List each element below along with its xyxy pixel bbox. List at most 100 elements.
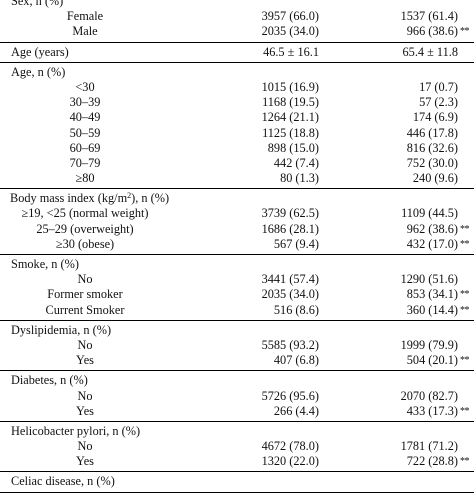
section-header-row: Age, n (%) [0, 65, 474, 80]
value-group-1: 2035 (34.0) [261, 24, 319, 39]
value-group-2: 816 (32.6) [406, 140, 458, 155]
table-row: No 3441 (57.4) 1290 (51.6) [0, 272, 474, 287]
value-group-1: 5585 (93.2) [261, 337, 319, 352]
table-row: <30 1015 (16.9) 17 (0.7) [0, 80, 474, 95]
value-group-1: 1264 (21.1) [261, 110, 319, 125]
table-row: Yes 407 (6.8) 504 (20.1) ** [0, 353, 474, 368]
table-row: No 4672 (78.0) 1781 (71.2) [0, 439, 474, 454]
row-label: 40–49 [69, 110, 101, 125]
value-group-2: 446 (17.8) [406, 125, 458, 140]
value-group-1: 1320 (22.0) [261, 454, 319, 469]
value-group-2: 1109 (44.5) [401, 206, 458, 221]
section-smoke: Smoke, n (%) No 3441 (57.4) 1290 (51.6) Form… [0, 255, 474, 321]
section-header: Dyslipidemia, n (%) [11, 323, 111, 338]
section-header-row: Celiac disease, n (%) [0, 474, 474, 489]
value-group-2: 2070 (82.7) [400, 388, 458, 403]
section-header-text: Smoke, n (%) [11, 257, 79, 271]
table-row: Male 2035 (34.0) 966 (38.6) ** [0, 24, 474, 39]
section-header-row: Helicobacter pylori, n (%) [0, 424, 474, 439]
row-label: Former smoker [47, 287, 123, 302]
row-label: No [77, 388, 93, 403]
value-group-1: 898 (15.0) [267, 140, 319, 155]
table-row: Former smoker 2035 (34.0) 853 (34.1) ** [0, 287, 474, 302]
value-group-1: 2035 (34.0) [261, 287, 319, 302]
section-header-text: Dyslipidemia, n (%) [11, 322, 112, 337]
table-row: No 5585 (93.2) 1999 (79.9) [0, 338, 474, 353]
section-header: Smoke, n (%) [11, 257, 79, 272]
row-label: Male [72, 24, 98, 39]
row-label: Yes [76, 454, 94, 469]
table-row: 30–39 1168 (19.5) 57 (2.3) [0, 95, 474, 110]
value-group-2: 1781 (71.2) [400, 439, 458, 454]
row-label: 30–39 [69, 95, 101, 110]
value-group-1: 4672 (78.0) [261, 439, 319, 454]
section-header-text: Age, n (%) [11, 64, 66, 79]
section-sex: Sex, n (%) Female 3957 (66.0) 1537 (61.4) Ma… [0, 0, 474, 43]
value-group-1: 5726 (95.6) [261, 388, 319, 403]
value-group-2: 722 (28.8) [406, 454, 458, 469]
table-row: Female 3957 (66.0) 1537 (61.4) [0, 9, 474, 24]
value-group-1: 266 (4.4) [273, 403, 319, 418]
section-header: Age (years) [11, 45, 69, 60]
section-header: Celiac disease, n (%) [11, 474, 115, 489]
section-dyslipidemia: Dyslipidemia, n (%) No 5585 (93.2) 1999 (79… [0, 321, 474, 372]
section-header-text: Helicobacter pylori, n (%) [11, 423, 141, 438]
value-group-1: 3739 (62.5) [261, 206, 319, 221]
table-row: ≥80 80 (1.3) 240 (9.6) [0, 171, 474, 186]
row-label: <30 [75, 79, 95, 94]
section-header-tail: ), n (%) [131, 191, 170, 206]
value-group-2: 752 (30.0) [406, 155, 458, 170]
value-group-2: 853 (34.1) [406, 287, 458, 302]
value-group-2: 962 (38.6) [406, 221, 458, 236]
value-group-2: 1999 (79.9) [400, 337, 458, 352]
value-group-2: 17 (0.7) [419, 79, 458, 94]
row-label: No [77, 272, 93, 287]
value-group-2: 1290 (51.6) [400, 272, 458, 287]
row-label: ≥19, <25 (normal weight) [21, 206, 149, 221]
row-label: Yes [76, 353, 94, 368]
section-header-row: Body mass index (kg/m2), n (%) [0, 191, 474, 206]
section-header-row: Dyslipidemia, n (%) [0, 323, 474, 338]
table-row: 40–49 1264 (21.1) 174 (6.9) [0, 110, 474, 125]
value-group-1: 567 (9.4) [273, 236, 319, 251]
row-label: 25–29 (overweight) [36, 221, 134, 236]
significance-marker: ** [460, 238, 470, 250]
row-label: Current Smoker [45, 302, 125, 317]
significance-marker: ** [460, 223, 470, 235]
table-row: Yes 266 (4.4) 433 (17.3) ** [0, 404, 474, 419]
significance-marker: ** [460, 304, 470, 316]
value-group-2: 360 (14.4) [406, 302, 458, 317]
table-row: ≥19, <25 (normal weight) 3739 (62.5) 1109 … [0, 206, 474, 221]
section-header-text: Diabetes, n (%) [11, 373, 88, 388]
section-diabetes: Diabetes, n (%) No 5726 (95.6) 2070 (82.7) Y… [0, 371, 474, 422]
value-group-1: 1686 (28.1) [261, 221, 319, 236]
section-header: Sex, n (%) [11, 0, 63, 9]
row-label: 50–59 [69, 125, 101, 140]
value-group-2: 432 (17.0) [406, 236, 458, 251]
section-age_group: Age, n (%) <30 1015 (16.9) 17 (0.7) 30–39 116… [0, 63, 474, 190]
section-header: Diabetes, n (%) [11, 373, 88, 388]
value-group-1: 3957 (66.0) [261, 9, 319, 24]
value-group-1: 516 (8.6) [273, 302, 319, 317]
row-label: Female [66, 9, 104, 24]
section-header-row: Smoke, n (%) [0, 257, 474, 272]
value-group-1: 80 (1.3) [280, 171, 319, 186]
table-row: 50–59 1125 (18.8) 446 (17.8) [0, 126, 474, 141]
value-group-2: 433 (17.3) [406, 403, 458, 418]
section-header-text: Age (years) [11, 44, 69, 59]
section-header-text: Sex, n (%) [11, 0, 64, 8]
row-label: Yes [76, 403, 94, 418]
significance-marker: ** [460, 456, 470, 468]
header-value-group-1: 46.5 ± 16.1 [263, 44, 319, 59]
table-row: ≥30 (obese) 567 (9.4) 432 (17.0) ** [0, 237, 474, 252]
value-group-1: 3441 (57.4) [261, 272, 319, 287]
section-header: Helicobacter pylori, n (%) [11, 424, 140, 439]
section-hpylori: Helicobacter pylori, n (%) No 4672 (78.0) 1… [0, 422, 474, 473]
section-bmi: Body mass index (kg/m2), n (%) ≥19, <25 (… [0, 189, 474, 255]
value-group-1: 1168 (19.5) [262, 95, 319, 110]
table-row: 70–79 442 (7.4) 752 (30.0) [0, 156, 474, 171]
value-group-1: 1125 (18.8) [262, 125, 319, 140]
row-label: ≥30 (obese) [55, 236, 115, 251]
header-value-group-2: 65.4 ± 11.8 [402, 44, 458, 59]
row-label: ≥80 [75, 171, 95, 186]
